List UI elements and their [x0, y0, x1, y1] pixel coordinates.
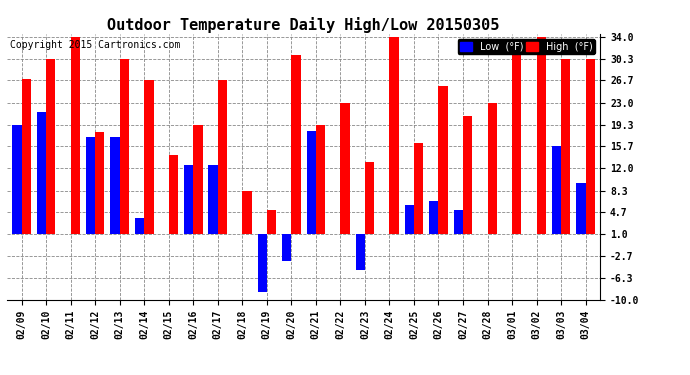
Bar: [453, 210, 463, 234]
Bar: [355, 234, 365, 270]
Bar: [576, 183, 586, 234]
Bar: [86, 136, 95, 234]
Bar: [267, 210, 276, 234]
Bar: [21, 79, 31, 234]
Bar: [37, 111, 46, 234]
Bar: [218, 80, 227, 234]
Bar: [537, 37, 546, 234]
Bar: [488, 102, 497, 234]
Bar: [282, 234, 291, 261]
Bar: [46, 59, 55, 234]
Bar: [414, 142, 423, 234]
Bar: [365, 162, 374, 234]
Bar: [561, 59, 571, 234]
Bar: [438, 86, 448, 234]
Bar: [144, 80, 154, 234]
Bar: [257, 234, 267, 292]
Bar: [135, 218, 144, 234]
Bar: [184, 165, 193, 234]
Legend: Low  (°F), High  (°F): Low (°F), High (°F): [457, 39, 595, 54]
Bar: [193, 125, 203, 234]
Bar: [389, 37, 399, 234]
Bar: [552, 146, 561, 234]
Bar: [110, 136, 119, 234]
Title: Outdoor Temperature Daily High/Low 20150305: Outdoor Temperature Daily High/Low 20150…: [108, 16, 500, 33]
Bar: [242, 190, 252, 234]
Text: Copyright 2015 Cartronics.com: Copyright 2015 Cartronics.com: [10, 40, 180, 50]
Bar: [169, 154, 178, 234]
Bar: [306, 130, 316, 234]
Bar: [119, 59, 129, 234]
Bar: [404, 206, 414, 234]
Bar: [512, 52, 522, 234]
Bar: [70, 37, 80, 234]
Bar: [463, 116, 472, 234]
Bar: [208, 165, 218, 234]
Bar: [95, 132, 104, 234]
Bar: [586, 59, 595, 234]
Bar: [429, 201, 438, 234]
Bar: [316, 125, 325, 234]
Bar: [291, 55, 301, 234]
Bar: [12, 125, 21, 234]
Bar: [340, 102, 350, 234]
